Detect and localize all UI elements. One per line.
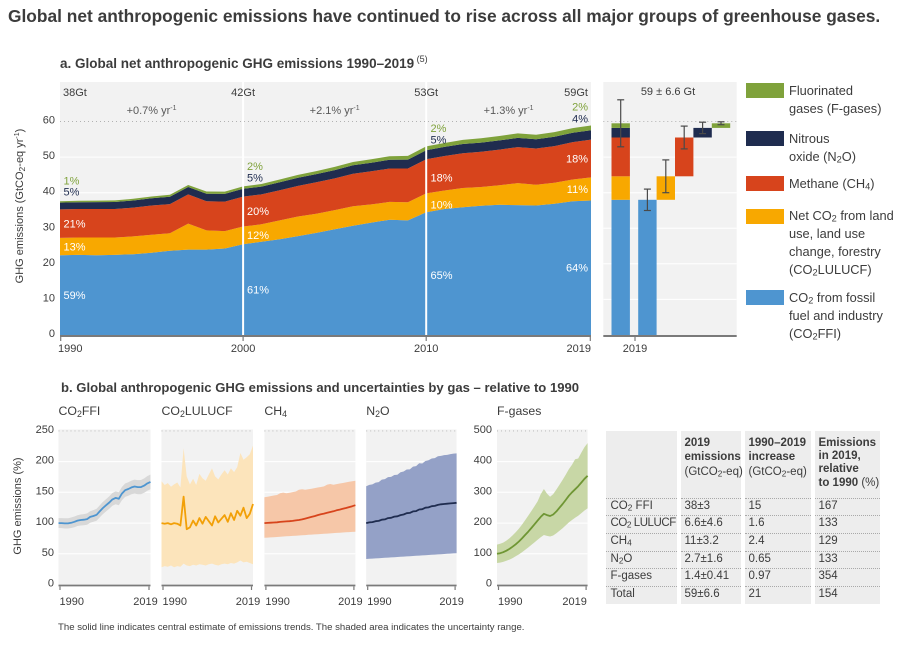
- svg-text:CO2FFI: CO2FFI: [59, 404, 101, 419]
- svg-text:100: 100: [474, 547, 492, 559]
- svg-text:2019: 2019: [623, 343, 647, 355]
- svg-text:100: 100: [36, 516, 54, 528]
- svg-text:F-gases: F-gases: [497, 404, 541, 418]
- svg-text:1990: 1990: [60, 596, 84, 608]
- svg-text:250: 250: [36, 424, 54, 436]
- svg-text:13%: 13%: [64, 241, 86, 253]
- svg-text:4%: 4%: [572, 114, 588, 126]
- svg-text:60: 60: [43, 115, 55, 127]
- svg-text:1990: 1990: [163, 596, 187, 608]
- svg-text:2019: 2019: [567, 343, 591, 355]
- svg-text:2%: 2%: [247, 161, 263, 173]
- svg-text:400: 400: [474, 455, 492, 467]
- svg-text:1990: 1990: [367, 596, 391, 608]
- svg-text:11%: 11%: [567, 184, 588, 196]
- svg-text:1%: 1%: [64, 176, 80, 188]
- svg-text:GHG emissions (GtCO2-eq yr-1): GHG emissions (GtCO2-eq yr-1): [14, 129, 27, 284]
- svg-text:GHG emissions (%): GHG emissions (%): [12, 457, 24, 554]
- svg-text:1990: 1990: [265, 596, 289, 608]
- svg-text:40: 40: [43, 186, 55, 198]
- svg-text:2000: 2000: [231, 343, 255, 355]
- svg-text:38Gt: 38Gt: [63, 87, 87, 99]
- svg-text:CH4: CH4: [264, 404, 287, 419]
- svg-text:59Gt: 59Gt: [564, 87, 588, 99]
- svg-text:+2.1% yr-1: +2.1% yr-1: [310, 105, 360, 117]
- svg-text:2%: 2%: [572, 102, 588, 114]
- svg-text:0: 0: [49, 328, 55, 340]
- svg-text:0: 0: [486, 578, 492, 590]
- svg-text:2019: 2019: [236, 596, 260, 608]
- svg-text:2019: 2019: [439, 596, 463, 608]
- svg-text:50: 50: [43, 150, 55, 162]
- svg-text:5%: 5%: [431, 135, 447, 147]
- svg-text:1990: 1990: [498, 596, 522, 608]
- svg-text:61%: 61%: [247, 285, 269, 297]
- svg-text:2019: 2019: [133, 596, 157, 608]
- svg-text:0: 0: [48, 578, 54, 590]
- svg-text:200: 200: [36, 455, 54, 467]
- svg-text:18%: 18%: [431, 173, 453, 185]
- svg-text:53Gt: 53Gt: [414, 87, 438, 99]
- svg-text:2019: 2019: [562, 596, 586, 608]
- svg-text:300: 300: [474, 485, 492, 497]
- svg-text:59 ± 6.6 Gt: 59 ± 6.6 Gt: [641, 86, 695, 98]
- svg-text:CO2LULUCF: CO2LULUCF: [162, 404, 234, 419]
- svg-text:10: 10: [43, 292, 55, 304]
- svg-text:18%: 18%: [566, 154, 588, 166]
- svg-text:30: 30: [43, 221, 55, 233]
- svg-text:+1.3% yr-1: +1.3% yr-1: [484, 105, 534, 117]
- svg-text:150: 150: [36, 485, 54, 497]
- svg-text:5%: 5%: [247, 173, 263, 185]
- svg-text:N2O: N2O: [366, 404, 389, 419]
- svg-text:42Gt: 42Gt: [231, 87, 255, 99]
- svg-text:5%: 5%: [64, 187, 80, 199]
- svg-text:20: 20: [43, 257, 55, 269]
- svg-text:20%: 20%: [247, 206, 269, 218]
- svg-text:1990: 1990: [58, 343, 82, 355]
- svg-text:2%: 2%: [431, 123, 447, 135]
- svg-text:59%: 59%: [64, 290, 86, 302]
- svg-text:64%: 64%: [566, 263, 588, 275]
- svg-text:21%: 21%: [64, 218, 86, 230]
- svg-text:2010: 2010: [414, 343, 438, 355]
- svg-text:2019: 2019: [338, 596, 362, 608]
- svg-text:65%: 65%: [431, 270, 453, 282]
- svg-text:50: 50: [42, 547, 54, 559]
- svg-text:10%: 10%: [431, 200, 453, 212]
- svg-text:200: 200: [474, 516, 492, 528]
- svg-text:+0.7% yr-1: +0.7% yr-1: [127, 105, 177, 117]
- svg-text:12%: 12%: [247, 230, 269, 242]
- svg-text:500: 500: [474, 424, 492, 436]
